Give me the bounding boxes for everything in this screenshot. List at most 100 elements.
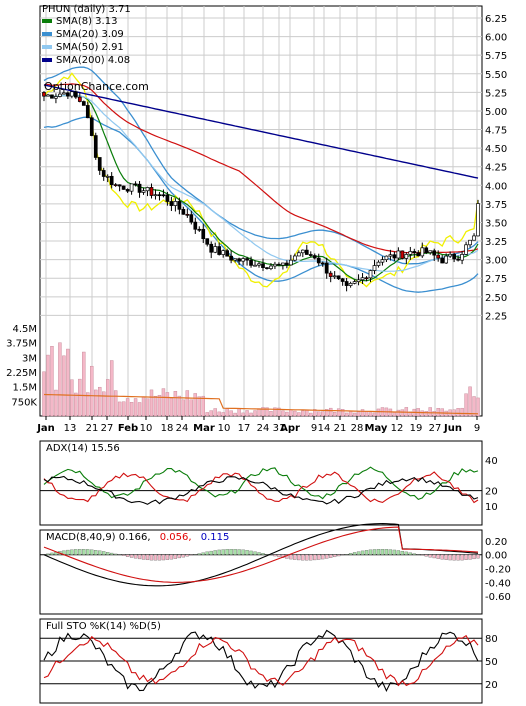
macd-histogram-bar bbox=[336, 554, 341, 557]
volume-bar bbox=[129, 402, 134, 417]
macd-histogram-bar bbox=[74, 549, 78, 555]
volume-bar bbox=[58, 342, 62, 417]
volume-bar bbox=[285, 411, 289, 417]
macd-histogram-bar bbox=[436, 554, 440, 559]
volume-y-tick-label: 2.25M bbox=[6, 368, 37, 379]
candle-body bbox=[444, 255, 449, 264]
price-y-tick-label: 5.50 bbox=[485, 70, 507, 81]
volume-bar bbox=[305, 409, 309, 417]
macd-title-prefix: MACD(8,40,9) 0.166, bbox=[46, 532, 151, 543]
candle-body bbox=[205, 238, 210, 245]
legend-entry: SMA(8) 3.13 bbox=[56, 16, 117, 27]
macd-histogram-bar bbox=[277, 554, 281, 558]
price-y-tick-label: 6.00 bbox=[485, 33, 507, 44]
bollinger-upper-line bbox=[43, 66, 479, 265]
volume-bar bbox=[78, 378, 82, 417]
volume-bar bbox=[269, 411, 273, 417]
bollinger-lower-line bbox=[43, 116, 479, 293]
candle-body bbox=[464, 244, 468, 255]
price-y-tick-label: 4.25 bbox=[485, 163, 507, 174]
volume-bar bbox=[432, 411, 436, 417]
candle-body bbox=[432, 250, 437, 256]
volume-bar bbox=[185, 390, 190, 417]
macd-histogram-bar bbox=[344, 554, 349, 555]
x-tick-label: Apr bbox=[280, 423, 300, 434]
volume-bar bbox=[273, 407, 277, 417]
price-y-tick-label: 5.75 bbox=[485, 51, 507, 62]
candle-body bbox=[113, 184, 118, 186]
volume-bar bbox=[352, 412, 357, 417]
candle-body bbox=[133, 183, 138, 186]
candle-body bbox=[281, 262, 285, 266]
volume-bars bbox=[42, 342, 480, 417]
macd-histogram-bar bbox=[289, 554, 293, 560]
x-tick-label: 10 bbox=[140, 423, 153, 434]
macd-frame bbox=[39, 529, 483, 615]
volume-bar bbox=[468, 386, 472, 417]
macd-histogram-bar bbox=[177, 554, 182, 559]
candle-body bbox=[360, 277, 365, 281]
macd-histogram-bar bbox=[460, 554, 464, 561]
volume-bar bbox=[265, 407, 269, 417]
volume-bar bbox=[400, 409, 405, 417]
volume-bar bbox=[50, 346, 54, 417]
macd-histogram-bar bbox=[157, 554, 162, 561]
macd-histogram-bar bbox=[301, 554, 305, 561]
candle-body bbox=[392, 254, 397, 259]
macd-histogram-bar bbox=[400, 550, 405, 555]
volume-bar bbox=[420, 410, 424, 417]
candle-body bbox=[380, 259, 385, 263]
x-tick-label: 10 bbox=[218, 423, 231, 434]
macd-histogram-bar bbox=[90, 549, 94, 555]
macd-histogram-bar bbox=[444, 554, 448, 560]
volume-bar bbox=[344, 412, 349, 417]
candle-body bbox=[137, 183, 142, 193]
macd-histogram-bar bbox=[149, 554, 154, 561]
psar-line bbox=[43, 72, 479, 288]
candle-body bbox=[257, 263, 261, 266]
x-tick-label: Jan bbox=[36, 423, 55, 434]
macd-histogram-bar bbox=[125, 554, 130, 557]
volume-bar bbox=[74, 392, 78, 417]
indicator-y-tick-label: 10 bbox=[485, 502, 498, 513]
price-y-tick-label: 3.00 bbox=[485, 256, 507, 267]
macd-histogram-bar bbox=[420, 554, 424, 556]
candle-body bbox=[296, 252, 301, 257]
stochastic-panel: 80 50 20 Full STO %K(14) %D(5) bbox=[39, 618, 498, 704]
macd-histogram-bar bbox=[229, 549, 233, 555]
volume-bar bbox=[460, 407, 464, 417]
candle-body bbox=[356, 279, 361, 282]
candle-body bbox=[460, 254, 464, 261]
volume-bar bbox=[464, 393, 468, 417]
indicator-y-tick-label: 0.00 bbox=[485, 551, 507, 562]
volume-bar bbox=[372, 412, 377, 417]
macd-histogram-bar bbox=[364, 550, 369, 555]
volume-bar bbox=[233, 412, 237, 417]
volume-bar bbox=[340, 409, 345, 417]
candle-body bbox=[97, 157, 102, 171]
candle-body bbox=[456, 258, 460, 261]
volume-bar bbox=[325, 409, 329, 417]
candle-body bbox=[265, 267, 269, 269]
volume-bar bbox=[424, 411, 428, 417]
volume-bar bbox=[356, 411, 361, 417]
macd-histogram-bar bbox=[153, 554, 158, 561]
candle-body bbox=[165, 194, 170, 202]
volume-bar bbox=[321, 411, 325, 417]
volume-bar bbox=[197, 396, 201, 417]
candle-body bbox=[352, 281, 357, 284]
macd-histogram-bar bbox=[201, 552, 205, 555]
candle-body bbox=[472, 235, 476, 241]
volume-bar bbox=[94, 389, 98, 417]
sto-d-line bbox=[43, 634, 479, 687]
volume-bar bbox=[125, 398, 130, 417]
adx-line bbox=[43, 475, 479, 505]
macd-histogram-bar bbox=[352, 552, 357, 555]
macd-histogram-bar bbox=[297, 554, 301, 561]
macd-histogram-bar bbox=[261, 553, 265, 555]
price-frame bbox=[39, 5, 483, 417]
price-moving-averages bbox=[43, 66, 479, 293]
candle-body bbox=[241, 258, 245, 262]
volume-bar bbox=[205, 412, 209, 417]
candle-body bbox=[273, 263, 277, 267]
